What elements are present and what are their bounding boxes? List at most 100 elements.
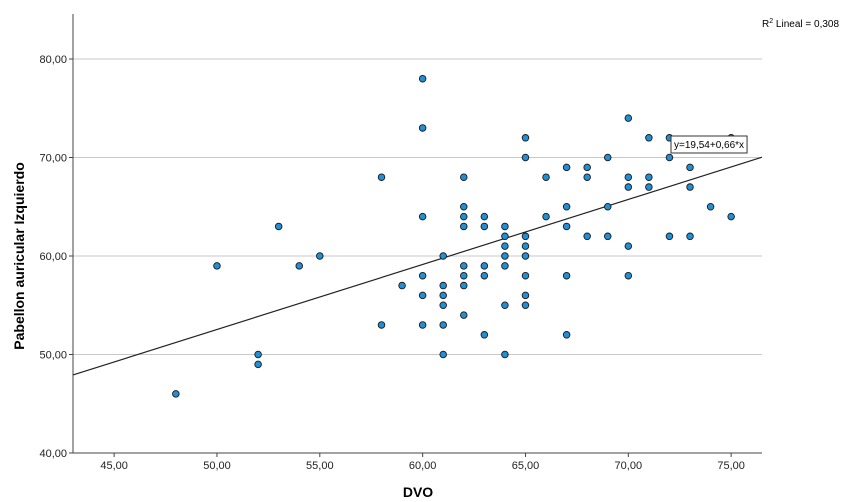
x-tick-label: 55,00 <box>306 460 334 472</box>
data-point <box>583 163 591 172</box>
data-point <box>562 331 571 339</box>
data-point <box>501 222 509 231</box>
data-point <box>665 232 674 241</box>
data-point <box>686 232 694 241</box>
data-point <box>624 271 633 280</box>
y-axis-ticks: 40,00 50,00 60,00 70,00 80,00 <box>39 54 73 460</box>
data-point <box>480 271 489 280</box>
x-axis-title: DVO <box>403 484 433 500</box>
y-tick-label: 70,00 <box>39 153 67 165</box>
fit-equation-label: y=19,54+0,66*x <box>674 140 744 151</box>
data-point <box>480 331 489 339</box>
data-point <box>665 153 674 162</box>
x-axis-ticks: 45,00 50,00 55,00 60,00 65,00 70,00 75,00 <box>100 453 745 472</box>
y-tick-label: 50,00 <box>39 350 67 362</box>
data-point <box>254 360 262 369</box>
data-point <box>521 252 530 260</box>
data-point <box>316 252 324 260</box>
y-axis-title: Pabellon auricular Izquierdo <box>11 162 27 349</box>
data-point <box>460 222 468 231</box>
x-tick-label: 50,00 <box>203 460 231 472</box>
data-point <box>624 173 633 181</box>
data-point <box>295 262 303 270</box>
data-point <box>645 173 653 181</box>
data-point <box>603 232 612 241</box>
data-point <box>377 173 386 181</box>
x-tick-label: 65,00 <box>512 460 540 472</box>
x-tick-label: 75,00 <box>717 460 745 472</box>
data-point <box>645 134 653 142</box>
data-point <box>521 134 530 142</box>
data-point <box>460 311 468 319</box>
y-tick-label: 80,00 <box>39 54 67 66</box>
data-point <box>274 222 283 231</box>
x-tick-label: 45,00 <box>100 460 128 472</box>
data-point <box>645 183 653 191</box>
data-point <box>686 163 694 172</box>
data-point <box>460 262 468 270</box>
data-point <box>542 173 550 181</box>
gridlines <box>73 58 762 355</box>
data-point <box>418 291 427 300</box>
data-point <box>562 163 571 172</box>
data-point <box>377 321 386 329</box>
data-point <box>521 291 530 300</box>
data-point <box>460 173 468 181</box>
data-point <box>460 271 468 280</box>
data-point <box>501 232 509 241</box>
data-point <box>439 350 447 359</box>
x-tick-label: 70,00 <box>615 460 643 472</box>
data-point <box>727 212 735 221</box>
data-point <box>418 74 427 83</box>
data-point <box>562 222 571 231</box>
data-point <box>521 301 530 310</box>
data-point <box>439 301 447 310</box>
data-point <box>521 153 530 162</box>
data-point <box>624 114 633 122</box>
data-point <box>501 350 509 359</box>
data-point <box>460 202 468 211</box>
data-point <box>213 262 221 270</box>
data-point <box>686 183 694 191</box>
y-tick-label: 40,00 <box>39 448 67 460</box>
data-point <box>398 281 406 290</box>
data-point <box>501 252 509 260</box>
data-point <box>542 212 550 221</box>
data-point <box>480 222 489 231</box>
data-point <box>603 202 612 211</box>
data-point <box>480 262 489 270</box>
data-point <box>439 252 447 260</box>
data-point <box>418 124 427 132</box>
data-point <box>562 271 571 280</box>
data-point <box>501 242 509 250</box>
data-point <box>562 202 571 211</box>
data-point <box>501 301 509 310</box>
data-point <box>460 281 468 290</box>
data-point <box>254 350 262 359</box>
data-point <box>521 271 530 280</box>
data-point <box>480 212 489 221</box>
data-point <box>521 232 530 241</box>
data-point <box>172 390 180 398</box>
data-point <box>418 212 427 221</box>
r2-label: R2 Lineal = 0,308 <box>762 18 839 30</box>
data-point <box>521 242 530 250</box>
data-point <box>501 262 509 270</box>
data-point <box>583 173 591 181</box>
y-tick-label: 60,00 <box>39 251 67 263</box>
fit-equation-box: y=19,54+0,66*x <box>670 135 748 154</box>
data-point <box>583 232 591 241</box>
data-point <box>439 281 447 290</box>
fit-line <box>72 156 763 376</box>
data-point <box>603 153 612 162</box>
data-points <box>172 74 735 398</box>
data-point <box>418 271 427 280</box>
data-point <box>439 321 447 329</box>
data-point <box>460 212 468 221</box>
data-point <box>418 321 427 329</box>
x-tick-label: 60,00 <box>409 460 437 472</box>
data-point <box>439 291 447 300</box>
data-point <box>706 202 715 211</box>
data-point <box>624 183 633 191</box>
